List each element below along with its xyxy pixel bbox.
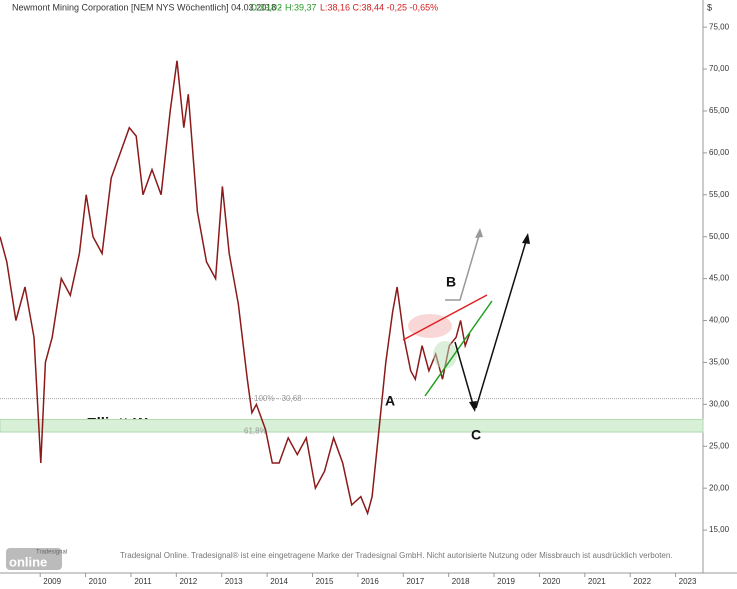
x-tick-label: 2018 xyxy=(452,577,470,586)
y-tick-label: 65,00 xyxy=(709,106,730,115)
x-tick-label: 2010 xyxy=(89,577,107,586)
header: Newmont Mining Corporation [NEM NYS Wöch… xyxy=(12,2,438,12)
x-tick-label: 2012 xyxy=(179,577,197,586)
fib-zone xyxy=(0,418,704,433)
y-tick-label: 25,00 xyxy=(709,441,730,450)
projection-arrow xyxy=(454,341,475,409)
price-line xyxy=(0,60,471,516)
x-tick-label: 2019 xyxy=(497,577,515,586)
x-tick-label: 2021 xyxy=(588,577,606,586)
wave-label: C xyxy=(471,427,481,443)
y-tick-label: 30,00 xyxy=(709,399,730,408)
wave-label: A xyxy=(385,393,395,409)
projection-arrow xyxy=(475,237,528,409)
y-tick-label: 35,00 xyxy=(709,358,730,367)
arrow-head xyxy=(475,228,483,238)
arrow-head xyxy=(469,401,477,412)
logo xyxy=(6,548,62,570)
highlight xyxy=(433,341,457,369)
x-tick-label: 2016 xyxy=(361,577,379,586)
y-tick-label: 75,00 xyxy=(709,22,730,31)
resistance-line xyxy=(402,294,488,341)
x-tick-label: 2009 xyxy=(43,577,61,586)
x-tick-label: 2023 xyxy=(679,577,697,586)
wave-label: B xyxy=(446,274,456,290)
chart-title: Newmont Mining Corporation [NEM NYS Wöch… xyxy=(12,2,282,12)
support-line xyxy=(424,300,493,397)
x-tick-label: 2015 xyxy=(316,577,334,586)
y-tick-label: 40,00 xyxy=(709,316,730,325)
logo-text: Tradesignal xyxy=(36,550,67,556)
currency: $ xyxy=(707,2,712,12)
x-tick-label: 2011 xyxy=(134,577,152,586)
y-tick-label: 15,00 xyxy=(709,525,730,534)
y-tick-label: 70,00 xyxy=(709,64,730,73)
projection-arrow xyxy=(445,231,481,301)
y-tick-label: 50,00 xyxy=(709,232,730,241)
x-tick-label: 2013 xyxy=(225,577,243,586)
arrow-head xyxy=(522,233,530,244)
header-open: O:39,02 xyxy=(250,2,282,12)
fib-label: 61,8% xyxy=(244,427,267,436)
header-high: H:39,37 xyxy=(285,2,317,12)
logo-text: online xyxy=(9,554,47,569)
y-tick-label: 20,00 xyxy=(709,483,730,492)
y-tick-label: 45,00 xyxy=(709,274,730,283)
x-tick-label: 2020 xyxy=(543,577,561,586)
header-close: L:38,16 C:38,44 -0,25 -0,65% xyxy=(320,2,438,12)
x-tick-label: 2022 xyxy=(633,577,651,586)
y-tick-label: 60,00 xyxy=(709,148,730,157)
y-tick-label: 55,00 xyxy=(709,190,730,199)
fib-label: 100% - 30,68 xyxy=(254,394,302,403)
footer: Tradesignal Online. Tradesignal® ist ein… xyxy=(120,551,673,560)
x-tick-label: 2017 xyxy=(406,577,424,586)
x-tick-label: 2014 xyxy=(270,577,288,586)
